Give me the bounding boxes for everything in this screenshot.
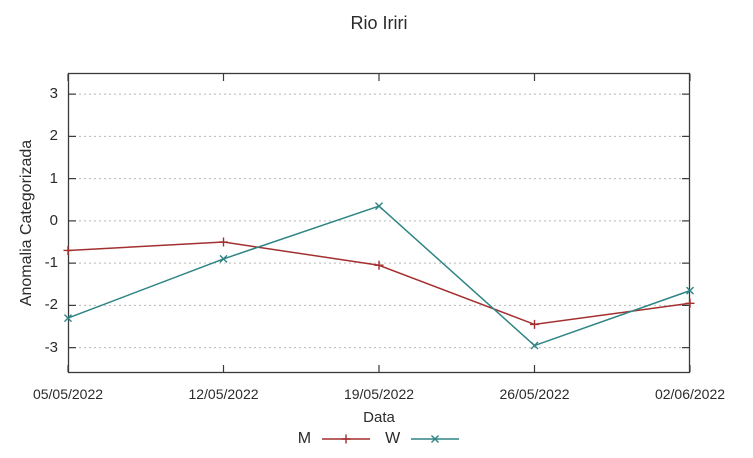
marker-cross-W bbox=[530, 341, 539, 350]
plot-border bbox=[67, 72, 691, 374]
legend-line-sample bbox=[411, 435, 460, 443]
marker-plus-M bbox=[63, 245, 73, 255]
legend-line-sample bbox=[322, 434, 371, 444]
marker-plus-M bbox=[219, 237, 228, 247]
legend-item-M: M bbox=[298, 430, 371, 448]
x-tick-label: 12/05/2022 bbox=[188, 386, 259, 402]
marker-cross-W bbox=[64, 314, 72, 323]
x-tick-label: 02/06/2022 bbox=[654, 386, 726, 402]
marker-plus-M bbox=[685, 298, 695, 308]
legend-marker-cross bbox=[431, 435, 440, 443]
x-tick-label: 05/05/2022 bbox=[32, 386, 104, 402]
y-tick-label: 0 bbox=[49, 211, 58, 229]
legend-label: M bbox=[297, 430, 312, 447]
legend-marker-plus bbox=[341, 434, 351, 444]
marker-cross-W bbox=[219, 254, 228, 263]
x-tick-label: 19/05/2022 bbox=[343, 386, 415, 402]
y-tick-label: -1 bbox=[44, 254, 58, 272]
marker-plus-M bbox=[374, 260, 384, 270]
chart-title: Rio Iriri bbox=[350, 13, 408, 33]
marker-cross-W bbox=[686, 286, 694, 295]
x-tick-label: 26/05/2022 bbox=[499, 386, 570, 402]
marker-cross-W bbox=[375, 202, 383, 211]
y-tick-label: -3 bbox=[44, 338, 58, 356]
plot-area bbox=[63, 72, 695, 374]
y-tick-label: 3 bbox=[49, 85, 58, 103]
marker-plus-M bbox=[530, 319, 539, 329]
x-axis-label: Data bbox=[363, 409, 395, 426]
y-tick-label: -2 bbox=[44, 296, 58, 314]
y-tick-label: 2 bbox=[49, 127, 58, 145]
legend-item-W: W bbox=[385, 430, 460, 448]
series-line-W bbox=[67, 205, 691, 347]
y-tick-label: 1 bbox=[49, 169, 58, 187]
legend-label: W bbox=[385, 430, 401, 447]
